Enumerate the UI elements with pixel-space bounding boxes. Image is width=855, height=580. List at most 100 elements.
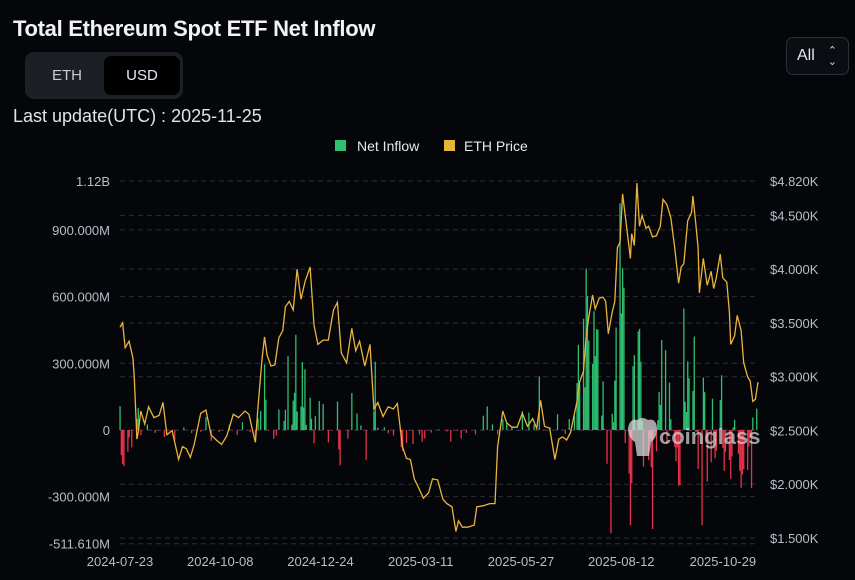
inflow-bar	[579, 384, 581, 430]
inflow-bar	[131, 429, 133, 448]
inflow-bar	[573, 415, 576, 430]
left-axis-tick: -300.000M	[48, 490, 110, 505]
inflow-bar	[120, 429, 123, 456]
inflow-bar	[706, 429, 708, 482]
inflow-bar	[657, 420, 659, 430]
inflow-bar	[640, 361, 642, 430]
legend-label-net-inflow[interactable]: Net Inflow	[357, 138, 420, 154]
unit-usd-button[interactable]: USD	[104, 56, 180, 95]
inflow-bar	[446, 429, 448, 432]
page-title: Total Ethereum Spot ETF Net Inflow	[13, 16, 376, 41]
right-axis-tick: $4.500K	[770, 208, 819, 223]
inflow-bar	[305, 424, 307, 430]
inflow-bar	[556, 414, 559, 430]
legend-swatch-net-inflow	[335, 140, 346, 151]
left-axis-tick: 600.000M	[52, 290, 110, 305]
inflow-bar	[301, 362, 303, 430]
inflow-bar	[191, 429, 193, 434]
inflow-bar	[730, 429, 732, 479]
inflow-bar	[632, 366, 634, 430]
unit-eth-button[interactable]: ETH	[52, 67, 82, 84]
left-axis-tick: 0	[103, 423, 110, 438]
inflow-bar	[664, 350, 667, 430]
inflow-bar	[482, 415, 484, 430]
inflow-bar	[538, 376, 540, 430]
inflow-bar	[597, 329, 599, 430]
inflow-bar	[715, 429, 718, 451]
inflow-bar	[705, 429, 707, 443]
inflow-bar	[491, 424, 494, 430]
inflow-bar	[521, 411, 524, 430]
inflow-bar	[119, 406, 121, 430]
inflow-bar	[606, 429, 608, 464]
inflow-bar	[711, 398, 714, 430]
inflow-bar	[728, 429, 731, 460]
inflow-bar	[356, 413, 358, 430]
inflow-bar	[588, 340, 590, 430]
inflow-bar	[265, 399, 267, 430]
left-axis-tick: 1.12B	[76, 174, 110, 189]
inflow-bar	[284, 409, 287, 430]
inflow-bar	[314, 416, 317, 430]
right-axis-tick: $4.000K	[770, 262, 819, 277]
inflow-bar	[412, 429, 414, 444]
range-select[interactable]: All ⌃ ⌄	[786, 37, 849, 75]
left-axis: 1.12B 900.000M 600.000M 300.000M 0 -300.000M -…	[48, 174, 110, 552]
inflow-bar	[421, 429, 423, 442]
inflow-bar	[611, 413, 613, 430]
watermark-text: coinglass	[659, 424, 760, 449]
inflow-bar	[612, 422, 615, 430]
inflow-bar	[748, 429, 750, 447]
inflow-bar	[584, 387, 586, 430]
inflow-bar	[291, 424, 293, 430]
inflow-bar	[619, 203, 621, 430]
inflow-bar	[506, 422, 508, 430]
right-axis-tick: $2.000K	[770, 477, 819, 492]
inflow-bar	[312, 429, 314, 431]
coinglass-watermark: coinglass	[628, 418, 760, 456]
x-axis-tick: 2024-10-08	[187, 554, 254, 569]
inflow-bar	[218, 429, 220, 433]
inflow-bar	[696, 429, 698, 432]
inflow-bar	[661, 339, 663, 430]
inflow-bar	[655, 429, 658, 452]
legend-label-eth-price[interactable]: ETH Price	[464, 138, 528, 154]
inflow-bar	[585, 268, 587, 430]
inflow-bar	[360, 425, 362, 430]
inflow-bar	[205, 417, 207, 430]
inflow-bar	[450, 429, 452, 442]
left-axis-tick: -511.610M	[49, 537, 110, 552]
inflow-bar	[714, 429, 716, 459]
inflow-bar	[331, 429, 333, 431]
inflow-bar	[688, 378, 690, 430]
legend-swatch-eth-price	[444, 140, 455, 151]
inflow-bar	[387, 429, 389, 434]
inflow-bar	[670, 419, 672, 430]
inflow-bar	[377, 427, 379, 430]
inflow-bar	[666, 429, 668, 444]
inflow-bar	[365, 429, 367, 461]
inflow-bar	[739, 429, 741, 471]
inflow-bar	[392, 429, 395, 436]
inflow-bar	[564, 429, 566, 434]
inflow-bar	[236, 429, 238, 435]
inflow-bar	[610, 429, 612, 534]
inflow-bar	[702, 377, 705, 430]
inflow-bar	[638, 328, 641, 430]
inflow-bar	[737, 429, 740, 454]
right-axis-tick: $1.500K	[770, 531, 819, 546]
inflow-bar	[743, 429, 745, 470]
inflow-bar	[756, 408, 758, 430]
inflow-bar	[338, 429, 340, 450]
inflow-bar	[309, 397, 311, 430]
inflow-bar	[300, 406, 302, 430]
inflow-bar	[260, 411, 262, 430]
inflow-bar	[701, 429, 703, 526]
inflow-bar	[693, 336, 695, 430]
inflow-bar	[287, 356, 289, 430]
inflow-bar	[676, 429, 678, 448]
inflow-bar	[740, 429, 742, 488]
inflow-bar	[275, 429, 277, 436]
eth-price-line	[119, 183, 759, 532]
